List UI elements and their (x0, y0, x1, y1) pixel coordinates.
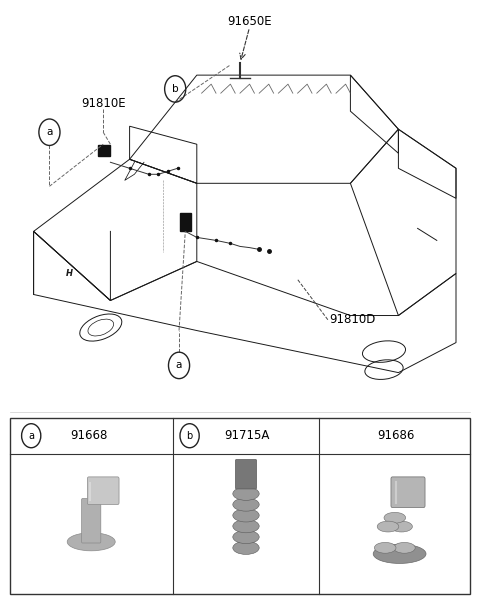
Ellipse shape (233, 487, 259, 500)
Ellipse shape (233, 498, 259, 511)
Ellipse shape (233, 508, 259, 522)
Text: 91715A: 91715A (225, 429, 270, 442)
Text: 91668: 91668 (70, 429, 108, 442)
FancyBboxPatch shape (180, 213, 191, 231)
FancyBboxPatch shape (391, 477, 425, 507)
Ellipse shape (233, 541, 259, 554)
Text: a: a (46, 127, 53, 137)
Ellipse shape (373, 545, 426, 564)
FancyBboxPatch shape (235, 459, 256, 489)
Text: b: b (172, 84, 179, 94)
Ellipse shape (377, 521, 399, 532)
Text: H: H (66, 269, 73, 278)
Text: 91810E: 91810E (81, 97, 125, 110)
Ellipse shape (67, 532, 115, 551)
FancyBboxPatch shape (98, 145, 110, 156)
Ellipse shape (391, 521, 412, 532)
Ellipse shape (384, 512, 406, 523)
FancyBboxPatch shape (82, 499, 101, 543)
FancyBboxPatch shape (87, 477, 119, 505)
Ellipse shape (233, 530, 259, 543)
Ellipse shape (374, 542, 396, 553)
Text: a: a (176, 361, 182, 370)
Text: a: a (28, 431, 34, 441)
Text: b: b (186, 431, 193, 441)
Ellipse shape (233, 519, 259, 533)
Text: 91650E: 91650E (228, 14, 272, 28)
Text: 91810D: 91810D (329, 313, 375, 326)
Text: 91686: 91686 (377, 429, 415, 442)
FancyBboxPatch shape (10, 418, 470, 594)
Ellipse shape (394, 542, 415, 553)
